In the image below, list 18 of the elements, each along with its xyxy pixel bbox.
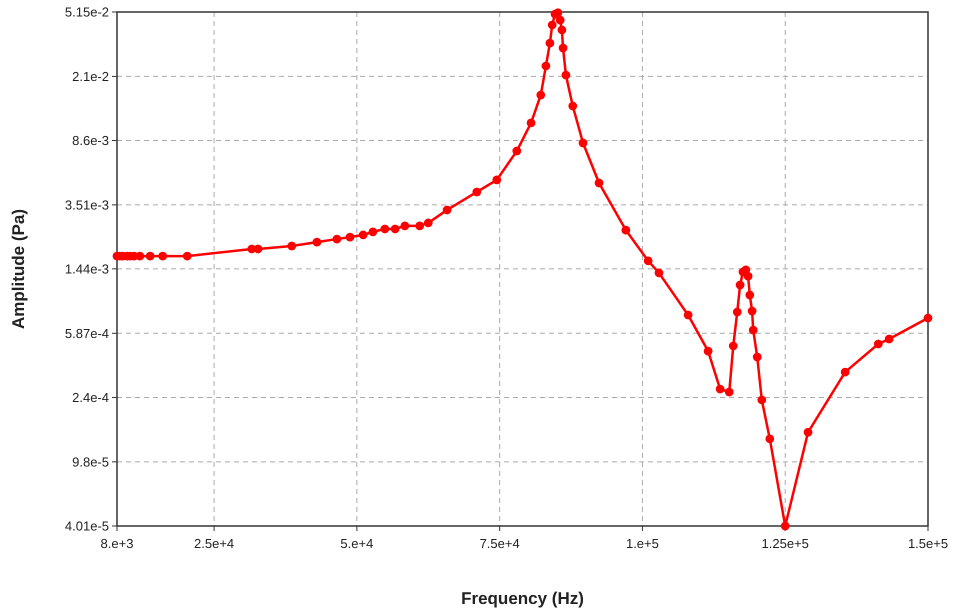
x-tick-label: 1.5e+5 xyxy=(908,536,948,551)
y-tick-label: 3.51e-3 xyxy=(64,197,109,212)
y-tick-label: 5.15e-2 xyxy=(64,4,109,20)
x-tick-label: 2.5e+4 xyxy=(194,536,234,551)
y-tick-label: 5.87e-4 xyxy=(64,326,109,341)
x-tick-label: 8.e+3 xyxy=(100,536,134,551)
y-tick-label: 9.8e-5 xyxy=(72,454,109,470)
y-axis-title: Amplitude (Pa) xyxy=(9,209,28,329)
y-tick-label: 4.01e-5 xyxy=(64,518,109,534)
y-tick-label: 1.44e-3 xyxy=(64,261,109,276)
x-tick-label: 5.e+4 xyxy=(340,536,374,551)
x-axis-title: Frequency (Hz) xyxy=(461,589,584,608)
y-tick-label: 2.4e-4 xyxy=(72,390,109,406)
x-tick-label: 7.5e+4 xyxy=(480,536,520,551)
y-tick-label: 8.6e-3 xyxy=(72,133,109,148)
x-tick-label: 1.e+5 xyxy=(626,536,659,551)
x-tick-label: 1.25e+5 xyxy=(762,536,809,551)
y-tick-label: 2.1e-2 xyxy=(72,68,109,84)
